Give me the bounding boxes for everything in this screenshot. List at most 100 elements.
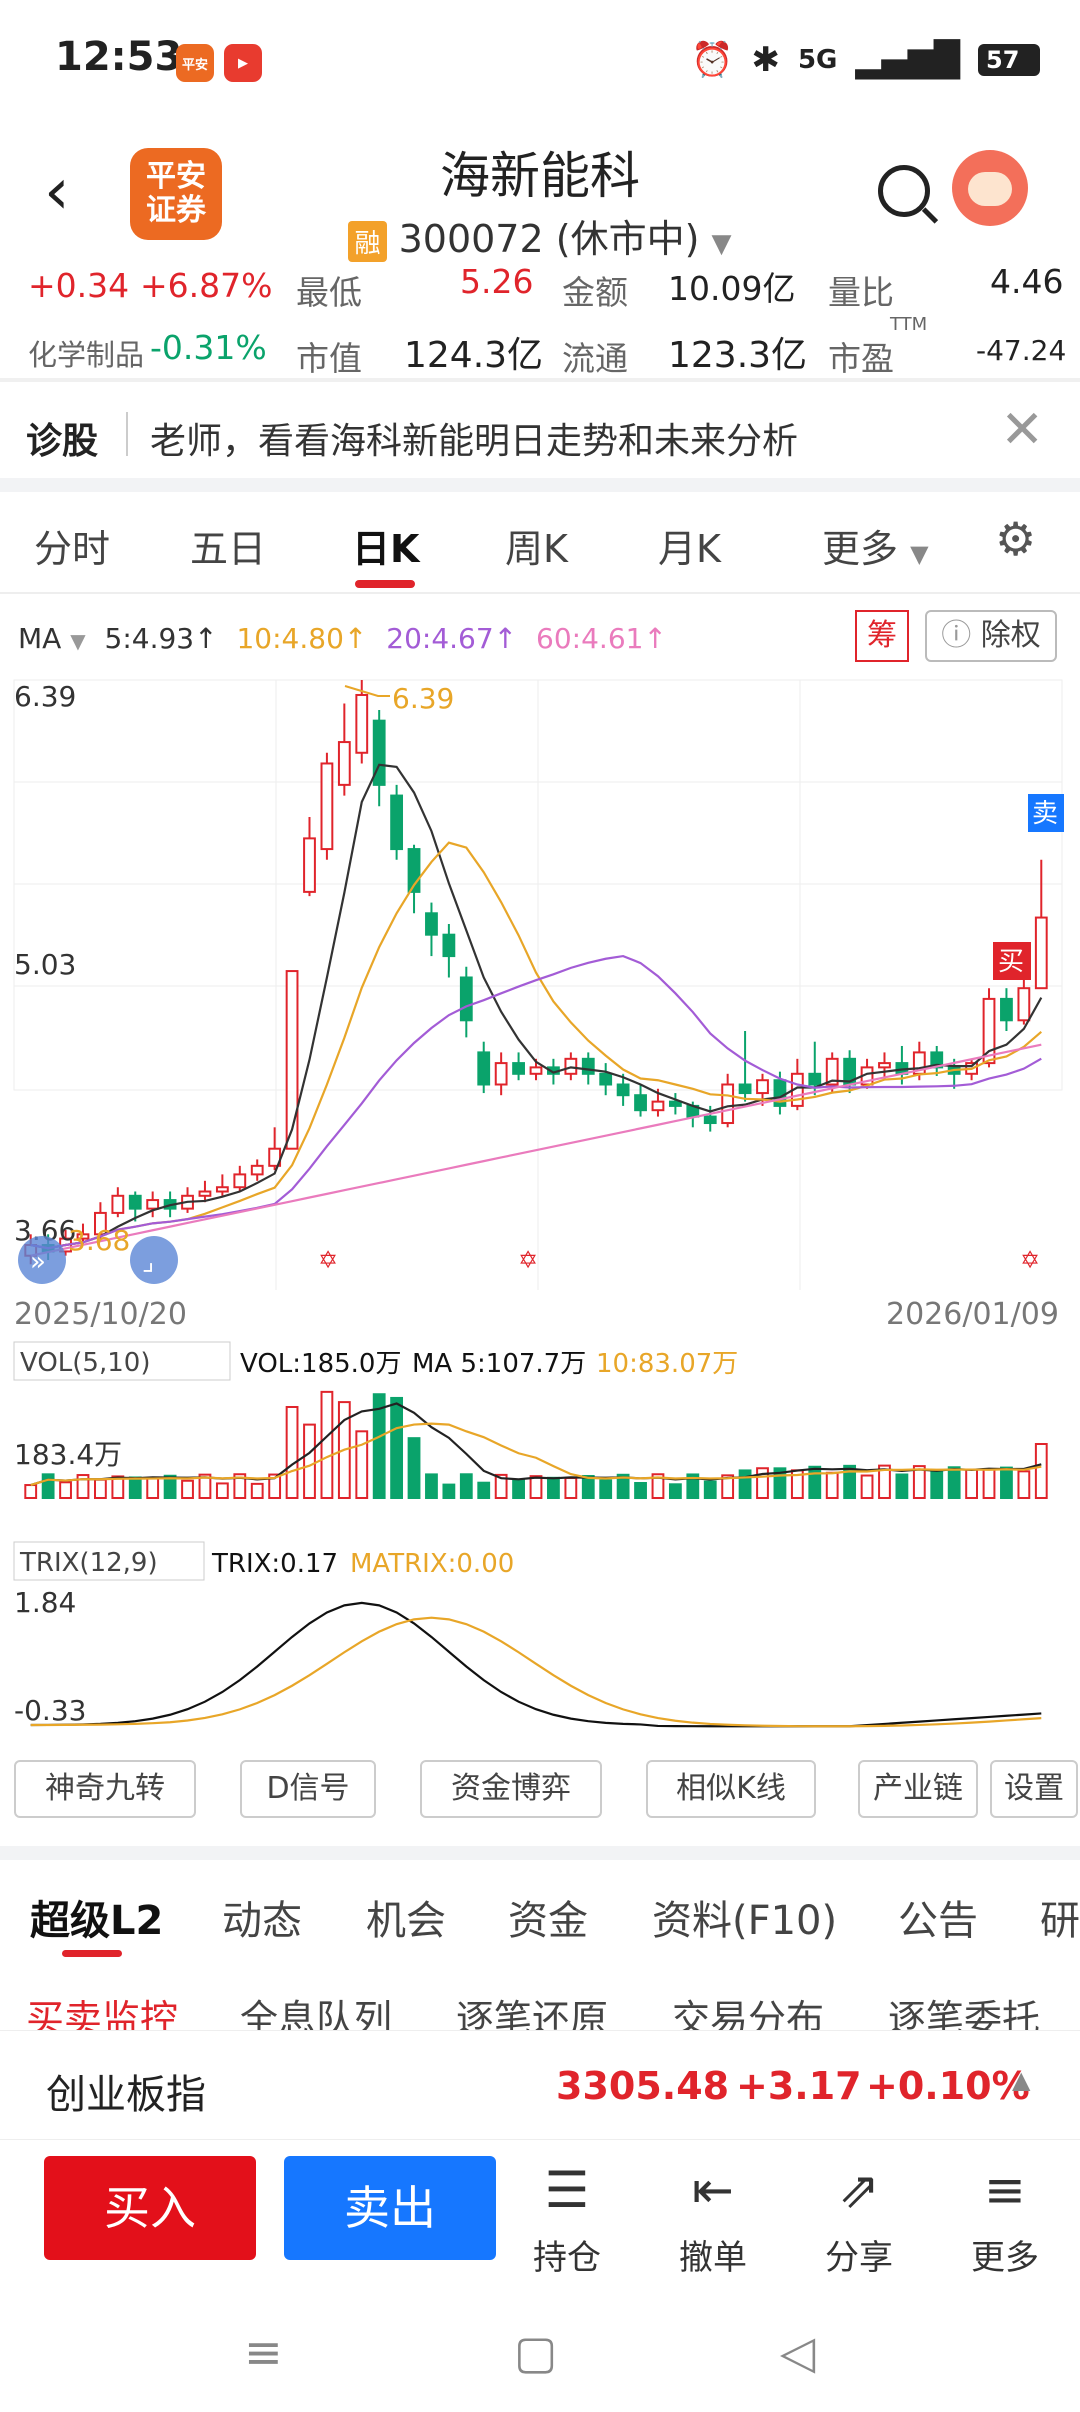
search-icon[interactable]: [878, 165, 930, 217]
stock-code-row[interactable]: 融 300072 (休市中) ▼: [0, 208, 1080, 263]
tab-dynamic[interactable]: 动态: [222, 1898, 302, 1944]
event-marker-icon: ✡: [518, 1246, 538, 1274]
candle: [529, 1066, 543, 1075]
buy-button[interactable]: 买入: [44, 2156, 256, 2260]
tab-more-label: 更多: [822, 527, 899, 571]
document-icon: ☰: [544, 2161, 590, 2219]
tool-industry-chain[interactable]: 产业链: [858, 1760, 978, 1818]
trix-lines: [30, 1601, 1042, 1728]
broker-logo[interactable]: 平安证券: [130, 148, 222, 240]
volume-bar: [843, 1464, 857, 1499]
candle: [215, 1186, 229, 1193]
tool-settings[interactable]: 设置: [990, 1760, 1078, 1818]
tool-similar-k[interactable]: 相似K线: [646, 1760, 816, 1818]
volume-bar: [668, 1483, 682, 1499]
status-bar: 12:53 平安 ▶ ⏰ ✱ 5G ▂▄▆█ 57: [0, 0, 1080, 120]
volume-bar: [581, 1474, 595, 1500]
chart-grid: [13, 679, 1063, 1290]
ma10-line: [30, 841, 1043, 1250]
tab-fenshi[interactable]: 分时: [34, 527, 111, 571]
candle: [738, 1083, 752, 1095]
mktcap-label: 市值: [296, 339, 362, 378]
l2-tab-indicator: [62, 1950, 122, 1957]
tab-opportunity[interactable]: 机会: [366, 1898, 446, 1944]
avatar[interactable]: [952, 150, 1028, 226]
close-icon[interactable]: ✕: [1000, 400, 1044, 460]
diag-question[interactable]: 老师，看看海科新能明日走势和未来分析: [150, 421, 799, 462]
trix-bottom-tick: -0.33: [14, 1694, 86, 1727]
trix-top-tick: 1.84: [14, 1586, 76, 1619]
candle: [668, 1100, 682, 1107]
share-button[interactable]: ⇗ 分享: [804, 2160, 914, 2279]
candle: [355, 693, 369, 754]
sector-name[interactable]: 化学制品: [28, 338, 145, 372]
candle: [442, 933, 456, 958]
tab-day-k[interactable]: 日K: [352, 527, 420, 571]
volume-bar: [1017, 1470, 1031, 1500]
more-button[interactable]: ≡ 更多: [950, 2160, 1060, 2279]
ma5-value: 5:4.93↑: [104, 622, 218, 655]
candle: [1000, 997, 1013, 1022]
candle: [407, 848, 421, 893]
home-nav-icon[interactable]: ▢: [514, 2325, 558, 2379]
double-chevron-icon: »: [30, 1247, 46, 1277]
adjust-button[interactable]: ⓘ 除权: [925, 610, 1057, 662]
menu-nav-icon[interactable]: ≡: [244, 2325, 283, 2379]
max-price-label: 6.39: [392, 682, 454, 715]
tool-jiuzhuan[interactable]: 神奇九转: [14, 1760, 196, 1818]
chevron-down-icon: ▼: [70, 629, 86, 653]
candle: [512, 1062, 525, 1075]
index-value: 3305.48: [556, 2064, 730, 2108]
gear-icon[interactable]: ⚙: [995, 512, 1037, 566]
volume-bar: [94, 1478, 107, 1499]
list-icon: ≡: [984, 2161, 1026, 2219]
tool-d-signal[interactable]: D信号: [240, 1760, 376, 1818]
price-change: +0.34: [28, 266, 130, 305]
ma20-line: [30, 954, 1042, 1250]
volume-bar: [634, 1481, 647, 1499]
candle: [320, 762, 334, 851]
section-divider: [0, 478, 1080, 492]
hold-label: 持仓: [533, 2238, 601, 2278]
tab-capital[interactable]: 资金: [508, 1898, 588, 1944]
volume-bar: [825, 1471, 839, 1500]
volume-bar: [616, 1473, 630, 1499]
tab-wuri[interactable]: 五日: [190, 527, 267, 571]
diag-title: 诊股: [26, 421, 99, 462]
tab-f10[interactable]: 资料(F10): [652, 1898, 838, 1944]
back-nav-icon[interactable]: ◁: [780, 2325, 816, 2379]
sell-button[interactable]: 卖出: [284, 2156, 496, 2260]
section-divider: [0, 1846, 1080, 1860]
index-bar[interactable]: [0, 2030, 1080, 2140]
kline-chart[interactable]: 6.39 5.03 3.66 6.39 3.68 » ⌟ ✡ ✡ ✡ 买 卖 2…: [0, 600, 1080, 1750]
tab-more[interactable]: 更多 ▼: [822, 518, 929, 573]
tab-super-l2[interactable]: 超级L2: [30, 1898, 164, 1944]
volume-bar: [965, 1468, 978, 1500]
cancel-label: 撤单: [679, 2238, 747, 2278]
event-marker-icon: ✡: [318, 1246, 338, 1274]
volume-bar: [529, 1475, 543, 1500]
tab-week-k[interactable]: 周K: [505, 527, 568, 571]
volume-bar: [686, 1473, 700, 1500]
candle: [198, 1190, 212, 1197]
ma-legend[interactable]: MA ▼ 5:4.93↑ 10:4.80↑ 20:4.67↑ 60:4.61↑: [18, 622, 667, 655]
sell-signal-badge: [1028, 794, 1064, 832]
tool-capital[interactable]: 资金博弈: [420, 1760, 602, 1818]
tab-announcement[interactable]: 公告: [898, 1898, 978, 1944]
tab-research[interactable]: 研: [1040, 1898, 1080, 1944]
candle: [94, 1211, 107, 1236]
divider: [126, 412, 128, 456]
chip-button[interactable]: 筹: [855, 610, 909, 662]
cancel-order-button[interactable]: ⇤ 撤单: [658, 2160, 768, 2279]
candle: [76, 1233, 90, 1240]
ma60-line: [30, 1043, 1042, 1257]
hold-button[interactable]: ☰ 持仓: [512, 2160, 622, 2279]
volume-bar: [564, 1477, 578, 1499]
stock-name: 海新能科: [440, 147, 640, 205]
ratio-label: 量比: [828, 273, 894, 312]
back-button[interactable]: ‹: [44, 155, 70, 229]
volume-bar: [459, 1473, 473, 1500]
tab-month-k[interactable]: 月K: [658, 527, 721, 571]
volume-bar: [494, 1473, 508, 1499]
chevron-up-icon[interactable]: ▲: [1012, 2066, 1031, 2094]
